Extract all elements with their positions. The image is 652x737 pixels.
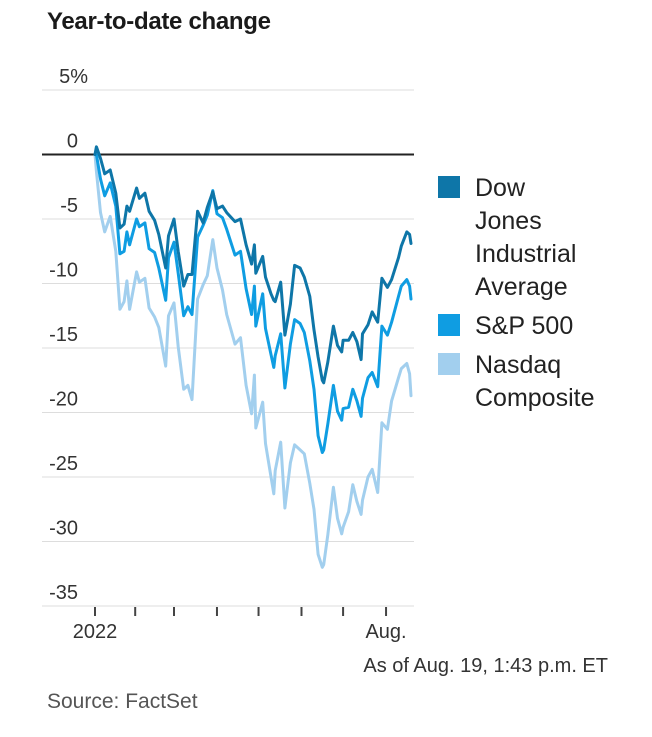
legend-label-s-p-500: S&P 500	[475, 312, 574, 340]
legend-item-dow-jones-industrial-average: Dow Jones Industrial Average	[438, 172, 585, 304]
legend-label-dow-jones-industrial-average: Dow Jones Industrial Average	[475, 174, 577, 301]
y-axis-tick-label: -30	[49, 518, 78, 540]
source-credit: Source: FactSet	[47, 690, 198, 713]
x-axis-tick-label: Aug.	[365, 621, 406, 643]
x-axis-tick-label: 2022	[73, 621, 118, 643]
legend-swatch-nasdaq-composite	[438, 353, 460, 375]
series-line-nasdaq-composite	[93, 153, 413, 569]
chart-legend: Dow Jones Industrial Average S&P 500 Nasda…	[438, 172, 595, 421]
legend-swatch-s-p-500	[438, 314, 460, 336]
y-axis-tick-label: 0	[67, 131, 78, 153]
as-of-timestamp: As of Aug. 19, 1:43 p.m. ET	[363, 655, 608, 677]
y-axis-tick-label: -20	[49, 389, 78, 411]
series-line-dow-jones-industrial-average	[93, 145, 413, 385]
legend-swatch-dow-jones-industrial-average	[438, 176, 460, 198]
y-axis-tick-label: -15	[49, 324, 78, 346]
y-axis-tick-label: -25	[49, 453, 78, 475]
series-line-s-p-500	[93, 153, 413, 454]
chart-title: Year-to-date change	[47, 8, 271, 35]
legend-item-s-p-500: S&P 500	[438, 310, 585, 343]
y-axis-tick-label: 5%	[59, 66, 88, 88]
legend-item-nasdaq-composite: Nasdaq Composite	[438, 349, 595, 415]
y-axis-tick-label: -10	[49, 260, 78, 282]
y-axis-tick-label: -35	[49, 582, 78, 604]
y-axis-tick-label: -5	[60, 195, 78, 217]
legend-label-nasdaq-composite: Nasdaq Composite	[475, 351, 595, 412]
